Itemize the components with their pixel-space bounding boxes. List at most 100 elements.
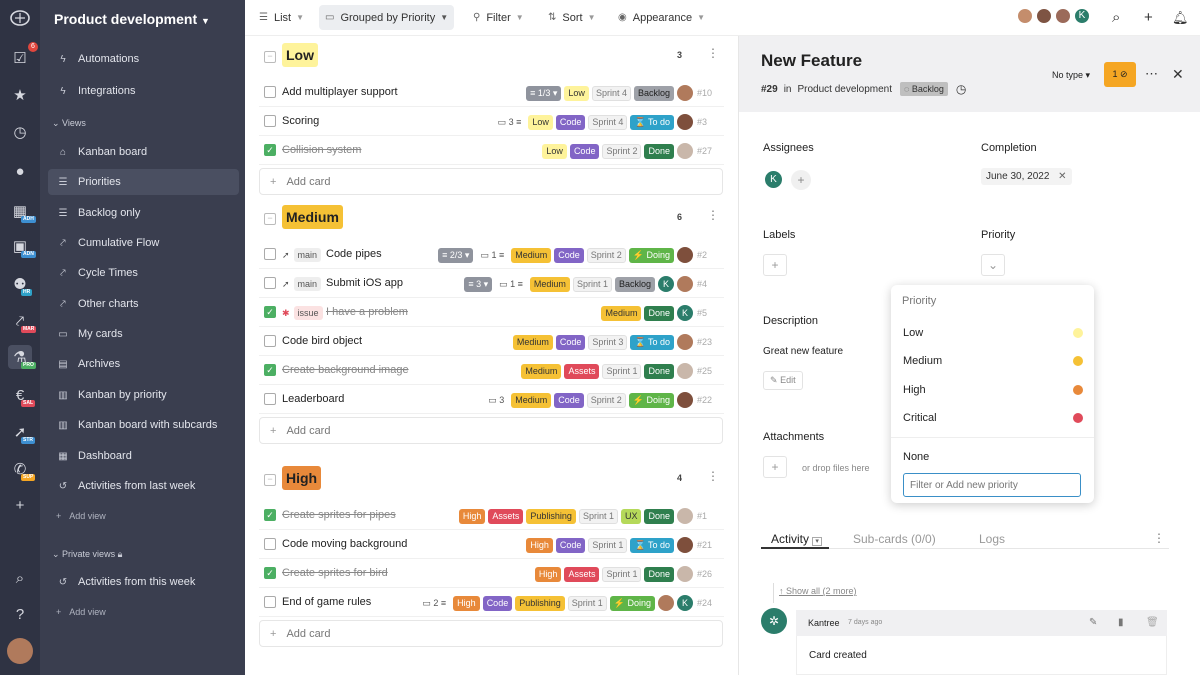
- priority-option-critical[interactable]: Critical: [903, 412, 1083, 424]
- phone-icon[interactable]: ✆ SUP: [13, 461, 36, 481]
- more-vertical-icon[interactable]: ⋮: [707, 469, 719, 483]
- checked-checkbox[interactable]: ✓: [264, 567, 276, 579]
- assignee-avatar[interactable]: [677, 85, 693, 101]
- building-icon[interactable]: ▦ ADH: [12, 203, 36, 223]
- sidebar-item-kanban-by-priority[interactable]: ▥ Kanban by priority: [48, 382, 239, 408]
- checked-checkbox[interactable]: ✓: [264, 144, 276, 156]
- card-tag[interactable]: Sprint 1: [572, 276, 612, 292]
- card-tag[interactable]: ▭ 1 ≡: [499, 278, 523, 289]
- card-tag[interactable]: Medium: [512, 334, 553, 350]
- git-branch-pill[interactable]: ✱ issue: [282, 306, 323, 320]
- card-title[interactable]: Collision system: [282, 144, 362, 156]
- card-tag[interactable]: Assets: [564, 363, 600, 379]
- card-tag[interactable]: High: [453, 595, 480, 611]
- search-icon[interactable]: ⌕: [15, 569, 25, 587]
- close-icon[interactable]: ✕: [1172, 66, 1184, 82]
- card-tag[interactable]: Low: [564, 85, 589, 101]
- checkbox[interactable]: [264, 393, 276, 405]
- add-icon[interactable]: +: [1144, 9, 1153, 26]
- card-title[interactable]: Code pipes: [326, 248, 382, 260]
- checkbox[interactable]: [264, 86, 276, 98]
- member-avatar[interactable]: [1054, 7, 1072, 25]
- clear-date-icon[interactable]: ✕: [1058, 171, 1067, 182]
- tab-logs[interactable]: Logs: [979, 532, 1006, 546]
- group-checkbox[interactable]: −: [264, 213, 276, 225]
- type-select[interactable]: No type ▾: [1052, 70, 1091, 80]
- description-text[interactable]: Great new feature: [763, 346, 844, 357]
- card-tag[interactable]: ⌛ To do: [630, 537, 674, 553]
- sidebar-item-priorities[interactable]: ☰ Priorities: [48, 169, 239, 195]
- assignee-avatar[interactable]: [677, 508, 693, 524]
- card-title[interactable]: Scoring: [282, 115, 320, 127]
- card-tag[interactable]: Code: [482, 595, 513, 611]
- card-tag[interactable]: Sprint 4: [591, 85, 631, 101]
- card-tag[interactable]: ⚡ Doing: [609, 595, 655, 611]
- card-title[interactable]: New Feature: [761, 51, 863, 70]
- card-title[interactable]: Add multiplayer support: [282, 86, 398, 98]
- chart-icon[interactable]: ⤤ MAR: [15, 312, 37, 333]
- member-avatar-k[interactable]: K: [1073, 7, 1091, 25]
- group-checkbox[interactable]: −: [264, 474, 276, 486]
- card-tag[interactable]: High: [526, 537, 553, 553]
- project-link[interactable]: Product development: [797, 83, 892, 95]
- more-vertical-icon[interactable]: ⋮: [707, 208, 719, 222]
- card-tag[interactable]: ⌛ To do: [630, 114, 674, 130]
- card-tag[interactable]: UX: [620, 508, 642, 524]
- priority-option-high[interactable]: High: [903, 384, 1083, 396]
- card-tag[interactable]: ≡ 3 ▾: [464, 276, 493, 292]
- card-tag[interactable]: Publishing: [515, 595, 565, 611]
- card-tag[interactable]: Done: [644, 566, 674, 582]
- assignee-avatar[interactable]: [677, 334, 693, 350]
- card-tag[interactable]: Assets: [564, 566, 600, 582]
- bookmark-icon[interactable]: ▮: [1118, 617, 1124, 628]
- assignee-avatar[interactable]: [677, 392, 693, 408]
- git-branch-pill[interactable]: ➚ main: [282, 248, 322, 262]
- column-badge[interactable]: ◌ Backlog: [900, 82, 948, 96]
- card-tag[interactable]: Sprint 2: [602, 143, 642, 159]
- assignee-avatar[interactable]: [677, 276, 693, 292]
- more-icon[interactable]: ⋯: [1145, 66, 1158, 81]
- card-title[interactable]: Code bird object: [282, 335, 363, 347]
- card-tag[interactable]: Assets: [488, 508, 524, 524]
- checkbox[interactable]: [264, 596, 276, 608]
- add-card-button[interactable]: + Add card: [259, 620, 723, 647]
- priority-option-medium[interactable]: Medium: [903, 355, 1083, 367]
- card-row[interactable]: ✓ Create sprites for bird High Assets Sprint…: [259, 559, 724, 588]
- card-title[interactable]: End of game rules: [282, 596, 372, 608]
- sidebar-item-kanban-subcards[interactable]: ▥ Kanban board with subcards: [48, 412, 239, 438]
- card-tag[interactable]: Low: [542, 143, 567, 159]
- sidebar-item-kanban-board[interactable]: ⌂ Kanban board: [48, 139, 239, 165]
- member-avatar[interactable]: [1035, 7, 1053, 25]
- assignee-avatar[interactable]: [677, 566, 693, 582]
- euro-icon[interactable]: € SAL: [15, 386, 35, 407]
- brain-logo-icon[interactable]: [8, 6, 32, 30]
- assignee-avatar[interactable]: [677, 363, 693, 379]
- assignee-avatar[interactable]: K: [677, 595, 693, 611]
- card-row[interactable]: ✓ Create sprites for pipes High Assets Publi…: [259, 501, 724, 530]
- pencil-icon[interactable]: ✎: [1089, 617, 1098, 628]
- rocket-icon[interactable]: ➚ STR: [13, 424, 35, 444]
- checkbox[interactable]: [264, 538, 276, 550]
- flask-icon[interactable]: ⚗ PRO: [8, 345, 36, 369]
- checkbox[interactable]: [264, 248, 276, 260]
- add-label-button[interactable]: +: [763, 254, 787, 276]
- priority-chevron-icon[interactable]: ⌄: [981, 254, 1005, 276]
- user-avatar[interactable]: [7, 638, 33, 664]
- card-row[interactable]: Code moving background High Code Sprint 1 ⌛ …: [259, 530, 724, 559]
- help-icon[interactable]: ?: [15, 605, 25, 623]
- card-row[interactable]: Code bird object Medium Code Sprint 3 ⌛ To d…: [259, 327, 724, 356]
- sidebar-item-cycle-times[interactable]: ⤤ Cycle Times: [48, 260, 239, 286]
- project-title[interactable]: Product development ▼: [54, 11, 210, 27]
- card-tag[interactable]: Code: [554, 392, 584, 408]
- assignee-avatar[interactable]: [677, 537, 693, 553]
- assignee-avatar[interactable]: K: [763, 169, 784, 190]
- watch-button[interactable]: 1 ⊘: [1104, 62, 1136, 87]
- tasks-icon[interactable]: ☑ 6: [8, 42, 38, 70]
- private-views-header[interactable]: ⌄ Private views 🔒︎: [52, 549, 123, 559]
- sort-button[interactable]: ⇅ Sort ▼: [542, 5, 602, 30]
- card-tag[interactable]: Done: [644, 508, 674, 524]
- card-tag[interactable]: ⌛ To do: [630, 334, 674, 350]
- card-tag[interactable]: ▭ 2 ≡: [422, 597, 447, 608]
- card-tag[interactable]: Sprint 3: [588, 334, 628, 350]
- card-tag[interactable]: Code: [555, 334, 586, 350]
